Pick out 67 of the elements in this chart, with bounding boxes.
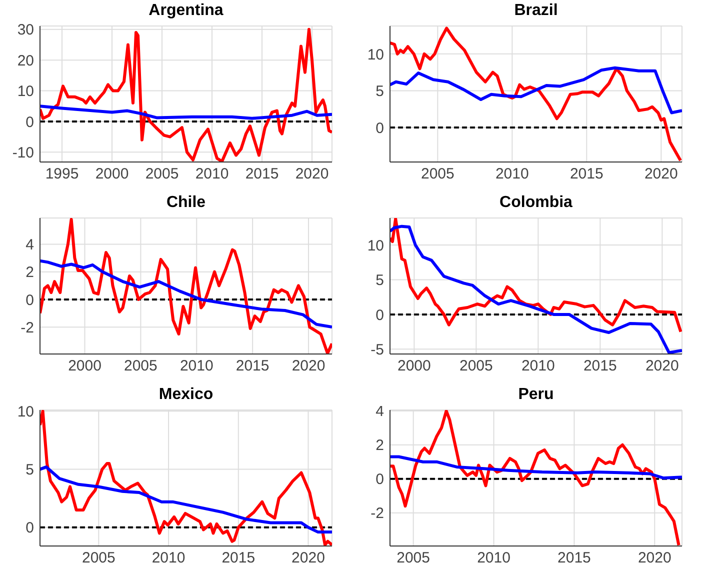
x-tick-label: 2020 — [645, 358, 679, 375]
line-series — [40, 259, 332, 329]
chart-title: Chile — [165, 193, 207, 213]
y-tick-label: 10 — [17, 403, 34, 420]
x-tick-label: 2010 — [180, 358, 214, 375]
y-tick-label: 5 — [376, 83, 384, 100]
line-series — [40, 410, 332, 546]
x-tick-label: 2010 — [521, 358, 555, 375]
x-tick-label: 2010 — [495, 166, 529, 183]
x-tick-label: 2005 — [420, 166, 454, 183]
line-series — [40, 104, 332, 120]
line-series — [390, 410, 680, 546]
chart-title: Peru — [517, 385, 555, 405]
y-tick-label: 5 — [26, 462, 34, 479]
y-tick-label: -10 — [12, 144, 34, 162]
x-tick-label: 2020 — [295, 166, 329, 183]
x-tick-label: 2005 — [459, 358, 493, 375]
line-series — [40, 218, 332, 354]
y-tick-label: -2 — [370, 505, 384, 522]
y-tick-label: 10 — [367, 46, 384, 64]
line-series — [40, 28, 332, 162]
x-tick-label: 2005 — [82, 550, 116, 567]
y-tick-label: 0 — [376, 306, 384, 324]
y-tick-label: 10 — [367, 237, 384, 254]
y-tick-label: 5 — [376, 272, 384, 290]
x-tick-label: 2010 — [195, 166, 229, 183]
y-tick-label: 0 — [26, 520, 34, 537]
x-tick-label: 2010 — [477, 550, 510, 567]
y-tick-label: 2 — [376, 437, 384, 454]
line-series — [390, 455, 682, 480]
x-tick-label: 2015 — [558, 550, 591, 567]
y-tick-label: 10 — [17, 83, 34, 100]
y-tick-label: 2 — [26, 264, 34, 282]
line-series — [40, 465, 332, 534]
x-tick-label: 2020 — [292, 550, 325, 567]
x-tick-label: 2010 — [152, 550, 186, 567]
x-tick-label: 2015 — [583, 358, 617, 375]
x-tick-label: 2015 — [245, 166, 279, 183]
chart-title: Colombia — [498, 193, 574, 213]
x-tick-label: 2015 — [222, 550, 256, 567]
y-tick-label: 20 — [17, 52, 34, 70]
line-series — [390, 26, 682, 162]
x-tick-label: 1995 — [45, 166, 79, 183]
y-tick-label: 0 — [26, 292, 34, 309]
y-tick-label: 30 — [17, 22, 34, 39]
chart-title: Brazil — [513, 1, 559, 21]
x-tick-label: 2020 — [638, 550, 672, 567]
x-tick-label: 2005 — [396, 550, 430, 567]
y-tick-label: 0 — [376, 120, 384, 137]
x-tick-label: 2000 — [397, 358, 431, 375]
y-tick-label: 0 — [376, 471, 384, 488]
y-tick-label: -2 — [20, 319, 34, 336]
x-tick-label: 2020 — [292, 358, 326, 375]
x-tick-label: 2000 — [68, 358, 102, 375]
x-tick-label: 2020 — [644, 166, 678, 183]
line-series — [390, 66, 682, 114]
x-tick-label: 2015 — [570, 166, 604, 183]
y-tick-label: 4 — [26, 236, 34, 254]
y-tick-label: 4 — [376, 403, 384, 420]
x-tick-label: 2015 — [236, 358, 270, 375]
y-tick-label: 0 — [26, 114, 34, 131]
x-tick-label: 2000 — [95, 166, 129, 183]
y-tick-label: -5 — [370, 341, 384, 358]
x-tick-label: 2005 — [124, 358, 158, 375]
chart-title: Mexico — [158, 385, 214, 405]
chart-title: Argentina — [148, 1, 224, 21]
x-tick-label: 2005 — [145, 166, 179, 183]
